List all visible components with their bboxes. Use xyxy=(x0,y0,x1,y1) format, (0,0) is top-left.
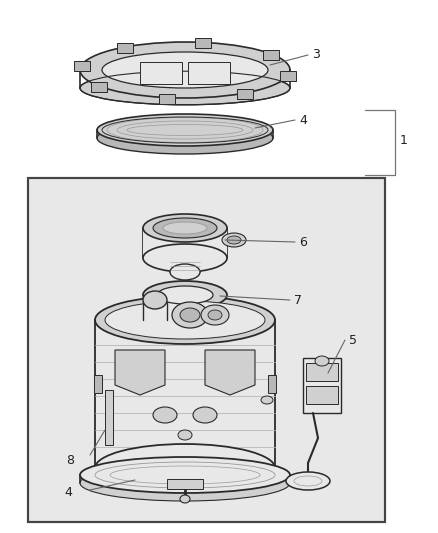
Ellipse shape xyxy=(80,42,290,98)
Bar xyxy=(167,479,203,489)
Bar xyxy=(94,375,102,393)
Ellipse shape xyxy=(143,291,167,309)
Ellipse shape xyxy=(208,310,222,320)
Text: 7: 7 xyxy=(294,294,302,306)
Ellipse shape xyxy=(227,236,241,244)
Ellipse shape xyxy=(286,472,330,490)
Ellipse shape xyxy=(172,302,208,328)
Ellipse shape xyxy=(180,308,200,322)
Polygon shape xyxy=(195,38,211,49)
Text: 8: 8 xyxy=(66,454,74,466)
Ellipse shape xyxy=(95,296,275,344)
Ellipse shape xyxy=(143,281,227,309)
Text: 4: 4 xyxy=(299,114,307,126)
Ellipse shape xyxy=(163,222,207,234)
Ellipse shape xyxy=(97,114,273,146)
Polygon shape xyxy=(159,94,175,103)
Polygon shape xyxy=(237,89,253,99)
Ellipse shape xyxy=(143,214,227,242)
Polygon shape xyxy=(280,71,297,81)
Bar xyxy=(28,178,385,522)
Ellipse shape xyxy=(178,430,192,440)
Polygon shape xyxy=(74,61,90,71)
Ellipse shape xyxy=(201,305,229,325)
Bar xyxy=(143,228,227,258)
Text: 6: 6 xyxy=(299,236,307,248)
Ellipse shape xyxy=(105,301,265,339)
Ellipse shape xyxy=(80,457,290,493)
Bar xyxy=(306,363,338,381)
Ellipse shape xyxy=(261,396,273,404)
Text: 1: 1 xyxy=(400,133,408,147)
Ellipse shape xyxy=(170,264,200,280)
Bar xyxy=(188,62,230,84)
Ellipse shape xyxy=(153,218,217,238)
Polygon shape xyxy=(117,43,133,53)
Bar xyxy=(268,375,276,393)
Ellipse shape xyxy=(153,407,177,423)
Ellipse shape xyxy=(157,286,213,304)
Bar xyxy=(28,178,385,522)
Bar xyxy=(140,62,182,84)
Bar xyxy=(95,320,275,468)
Polygon shape xyxy=(91,82,107,92)
Ellipse shape xyxy=(102,52,268,88)
Text: 3: 3 xyxy=(312,49,320,61)
Ellipse shape xyxy=(80,465,290,501)
Bar xyxy=(105,390,113,445)
Text: 4: 4 xyxy=(64,486,72,498)
Bar xyxy=(303,358,341,413)
Ellipse shape xyxy=(143,244,227,272)
Ellipse shape xyxy=(193,407,217,423)
Ellipse shape xyxy=(222,233,246,247)
Polygon shape xyxy=(115,350,165,395)
Ellipse shape xyxy=(80,71,290,105)
Text: 5: 5 xyxy=(349,334,357,346)
Ellipse shape xyxy=(95,444,275,492)
Ellipse shape xyxy=(315,356,329,366)
Ellipse shape xyxy=(180,495,190,503)
Polygon shape xyxy=(205,350,255,395)
Polygon shape xyxy=(263,50,279,60)
Ellipse shape xyxy=(97,122,273,154)
Bar xyxy=(306,386,338,404)
